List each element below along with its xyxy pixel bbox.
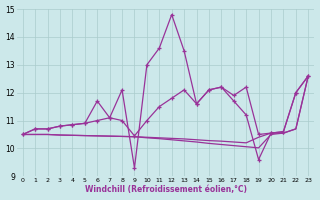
X-axis label: Windchill (Refroidissement éolien,°C): Windchill (Refroidissement éolien,°C) <box>84 185 246 194</box>
